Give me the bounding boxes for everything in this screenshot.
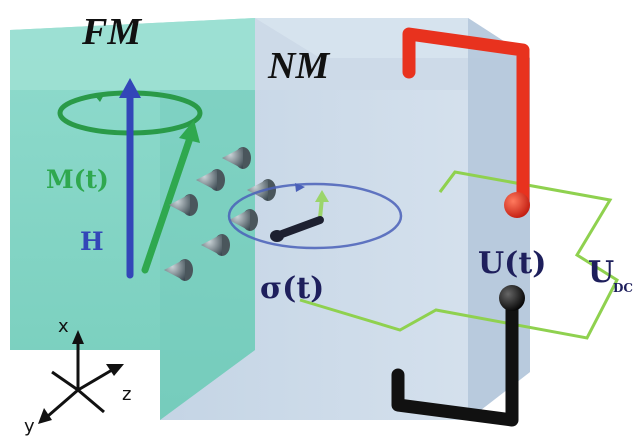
voltage-probe-bottom (391, 285, 525, 427)
fm-label: FM (81, 11, 142, 53)
field-h-arrow (119, 78, 141, 279)
voltage-probe-top (402, 27, 530, 218)
axis-y-label: y (24, 416, 35, 437)
dc-label-subscript: DC (613, 281, 633, 295)
spin-label: σ(t) (260, 271, 324, 306)
axis-z-label: z (122, 384, 131, 405)
spin-cone (196, 169, 225, 191)
spin-cone (222, 147, 251, 169)
nm-label: NM (267, 45, 330, 87)
axis-x-label: x (58, 316, 69, 337)
spin-precession-orbit (227, 182, 403, 250)
spin-current-cones (164, 147, 276, 281)
magnetization-label: M(t) (46, 165, 109, 194)
dc-voltage-label: U DC (588, 255, 633, 295)
dc-circuit-wire (299, 170, 619, 340)
voltage-label: U(t) (478, 246, 546, 281)
spin-cone (229, 209, 258, 231)
field-label: H (80, 227, 104, 256)
spin-cone (164, 259, 193, 281)
spin-cone (169, 194, 198, 216)
magnetization-arrow (141, 120, 200, 274)
dc-label-main: U (588, 255, 614, 290)
coordinate-axes (38, 330, 124, 424)
spin-cone (201, 234, 230, 256)
